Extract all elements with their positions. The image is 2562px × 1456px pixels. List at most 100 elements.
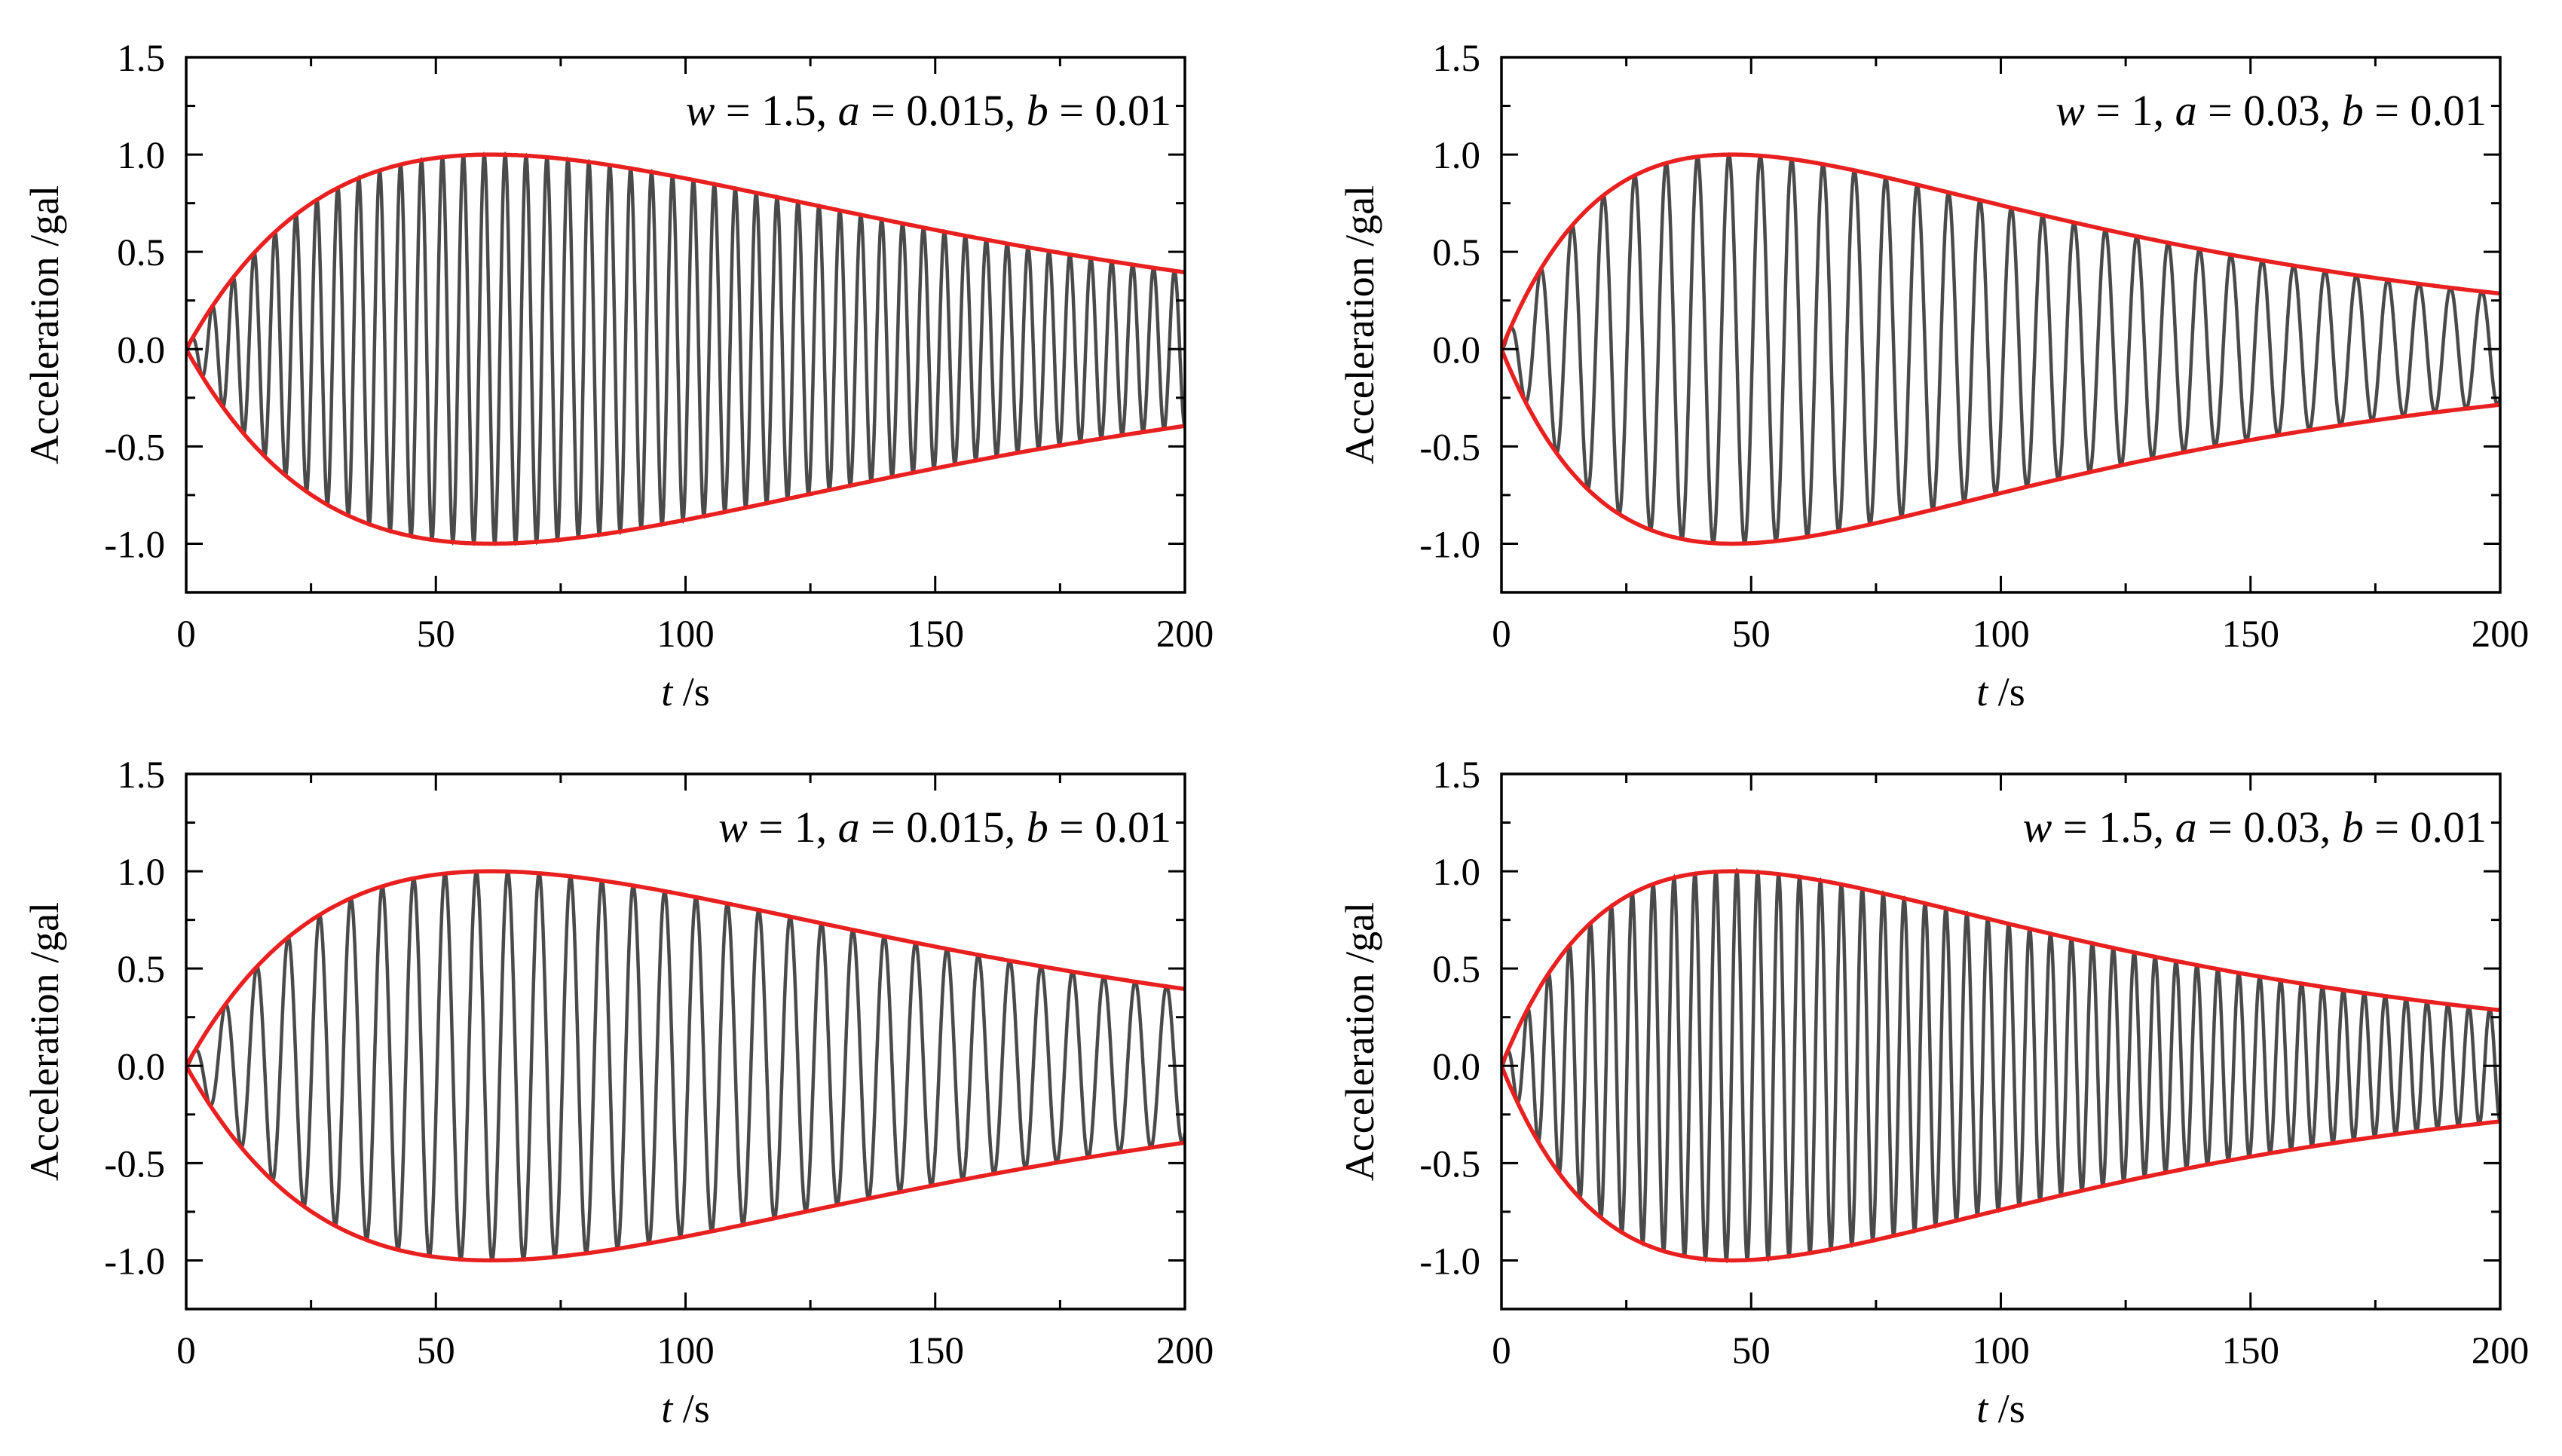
annotation-symbol-a: a — [2175, 803, 2197, 852]
parameter-annotation: w = 1, a = 0.015, b = 0.01 — [718, 803, 1171, 852]
y-axis-title: Acceleration /gal — [1337, 902, 1382, 1181]
parameter-annotation: w = 1.5, a = 0.015, b = 0.01 — [686, 86, 1171, 135]
series-lower-envelope — [1501, 1065, 2500, 1263]
y-tick-label: -1.0 — [1419, 524, 1480, 566]
annotation-value-a: 0.03 — [2243, 86, 2320, 135]
x-axis-title: t /s — [661, 1386, 710, 1431]
y-tick-label: -1.0 — [104, 524, 165, 566]
annotation-value-b: 0.01 — [1095, 803, 1172, 852]
x-tick-label: 150 — [907, 613, 965, 656]
y-tick-label: 1.0 — [1432, 852, 1480, 894]
annotation-value-w: 1 — [2132, 86, 2153, 135]
x-tick-label: 150 — [2222, 1330, 2280, 1372]
plot-frame — [1500, 772, 2502, 1311]
x-tick-label: 50 — [1732, 613, 1771, 656]
x-tick-label: 0 — [176, 613, 196, 656]
series-upper-envelope — [186, 152, 1185, 350]
annotation-symbol-a: a — [838, 86, 860, 135]
series-acceleration — [186, 869, 1185, 1262]
x-tick-label: 50 — [1732, 1330, 1771, 1372]
annotation-value-b: 0.01 — [1095, 86, 1172, 135]
chart-panel-2: 0 50 100 150 200 1.5 1.0 0.5 0.0 -0.5 -1.0 t /s Acce… — [1337, 38, 2529, 714]
series-upper-envelope — [186, 869, 1185, 1067]
x-tick-label: 100 — [1972, 613, 2030, 656]
y-tick-label: 1.0 — [117, 135, 165, 177]
x-tick-label: 150 — [907, 1330, 965, 1372]
x-axis-variable: t — [1976, 1386, 1989, 1431]
annotation-value-w: 1.5 — [761, 86, 816, 135]
x-axis-title: t /s — [1976, 669, 2025, 714]
y-tick-label: -0.5 — [104, 1143, 165, 1185]
annotation-symbol-w: w — [686, 86, 715, 135]
x-tick-label: 200 — [1156, 1330, 1214, 1372]
parameter-annotation: w = 1, a = 0.03, b = 0.01 — [2055, 86, 2487, 135]
y-tick-label: 0.5 — [1432, 949, 1480, 991]
x-axis-unit: /s — [683, 669, 710, 714]
x-tick-label: 100 — [1972, 1330, 2030, 1372]
annotation-value-b: 0.01 — [2410, 86, 2487, 135]
annotation-symbol-a: a — [838, 803, 860, 852]
annotation-symbol-b: b — [2342, 86, 2364, 135]
y-tick-label: -0.5 — [104, 427, 165, 469]
y-tick-label: 1.0 — [117, 852, 165, 894]
annotation-symbol-b: b — [1027, 803, 1048, 852]
x-axis-title: t /s — [1976, 1386, 2025, 1431]
x-axis-unit: /s — [1998, 669, 2025, 714]
x-axis-variable: t — [661, 669, 674, 714]
x-tick-label: 100 — [657, 613, 715, 656]
y-tick-label: 1.5 — [117, 754, 165, 797]
y-tick-label: -1.0 — [104, 1240, 165, 1283]
y-tick-label: 0.0 — [1432, 1046, 1480, 1088]
y-tick-label: -1.0 — [1419, 1240, 1480, 1283]
series-acceleration — [186, 151, 1185, 546]
y-tick-label: 1.5 — [117, 38, 165, 80]
x-tick-label: 100 — [657, 1330, 715, 1372]
series-lower-envelope — [186, 347, 1185, 546]
annotation-value-w: 1.5 — [2098, 803, 2153, 852]
y-tick-label: 0.5 — [1432, 232, 1480, 274]
y-tick-label: -0.5 — [1419, 427, 1480, 469]
y-tick-label: 0.5 — [117, 949, 165, 991]
y-tick-label: 0.0 — [117, 329, 165, 372]
x-axis-title: t /s — [661, 669, 710, 714]
x-tick-label: 50 — [417, 1330, 455, 1372]
y-axis-title: Acceleration /gal — [22, 902, 67, 1181]
x-axis-unit: /s — [1998, 1386, 2025, 1431]
series-lower-envelope — [186, 1064, 1185, 1263]
series-upper-envelope — [1501, 152, 2500, 350]
annotation-symbol-w: w — [718, 803, 748, 852]
annotation-value-a: 0.015 — [906, 803, 1005, 852]
x-tick-label: 200 — [1156, 613, 1214, 656]
annotation-value-a: 0.03 — [2243, 803, 2320, 852]
annotation-value-b: 0.01 — [2410, 803, 2487, 852]
series-upper-envelope — [1501, 869, 2500, 1067]
annotation-symbol-w: w — [2055, 86, 2085, 135]
y-tick-label: 0.0 — [117, 1046, 165, 1088]
annotation-value-a: 0.015 — [906, 86, 1005, 135]
x-axis-variable: t — [1976, 669, 1989, 714]
chart-panel-1: 0 50 100 150 200 1.5 1.0 0.5 0.0 -0.5 -1.0 t /s Acce… — [22, 38, 1214, 714]
x-tick-label: 0 — [1492, 613, 1511, 656]
y-tick-label: 1.5 — [1432, 38, 1480, 80]
y-axis-title: Acceleration /gal — [1337, 185, 1382, 464]
x-tick-label: 0 — [1492, 1330, 1511, 1372]
series-lower-envelope — [1501, 348, 2500, 546]
y-tick-label: 0.0 — [1432, 329, 1480, 372]
chart-panel-3: 0 50 100 150 200 1.5 1.0 0.5 0.0 -0.5 -1.0 t /s Acce… — [22, 754, 1214, 1431]
annotation-value-w: 1 — [794, 803, 816, 852]
y-tick-label: 1.5 — [1432, 754, 1480, 797]
series-acceleration — [1501, 867, 2500, 1264]
y-tick-label: 0.5 — [117, 232, 165, 274]
y-tick-label: -0.5 — [1419, 1143, 1480, 1185]
series-acceleration — [1501, 151, 2500, 546]
annotation-symbol-b: b — [2342, 803, 2364, 852]
parameter-annotation: w = 1.5, a = 0.03, b = 0.01 — [2023, 803, 2487, 852]
annotation-symbol-b: b — [1027, 86, 1048, 135]
x-axis-unit: /s — [683, 1386, 710, 1431]
x-axis-variable: t — [661, 1386, 674, 1431]
annotation-symbol-a: a — [2175, 86, 2197, 135]
x-tick-label: 0 — [176, 1330, 196, 1372]
x-tick-label: 200 — [2472, 1330, 2530, 1372]
y-axis-title: Acceleration /gal — [22, 185, 67, 464]
